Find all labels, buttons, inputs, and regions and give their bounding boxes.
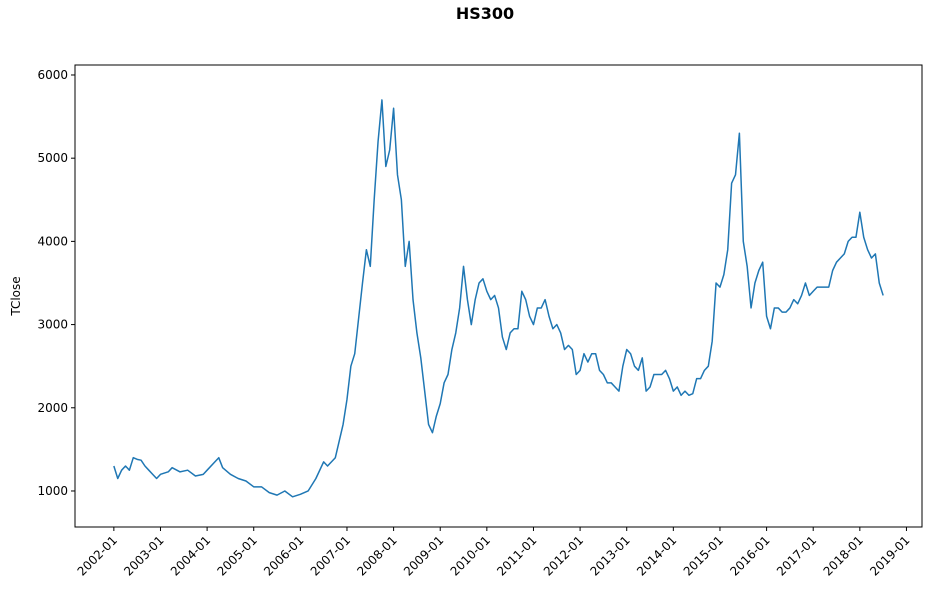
x-tick-label: 2014-01 [634,533,679,578]
x-tick-label: 2012-01 [541,533,586,578]
x-tick-label: 2002-01 [75,533,120,578]
y-axis-label: TClose [9,276,23,316]
x-tick-label: 2007-01 [308,533,353,578]
x-tick-label: 2006-01 [261,533,306,578]
y-tick-label: 1000 [37,484,68,498]
x-tick-label: 2015-01 [681,533,726,578]
x-tick-label: 2019-01 [867,533,912,578]
y-tick-label: 5000 [37,151,68,165]
x-tick-label: 2010-01 [448,533,493,578]
x-tick-label: 2005-01 [214,533,259,578]
price-line [113,99,884,498]
x-tick-label: 2017-01 [774,533,819,578]
x-tick-label: 2008-01 [354,533,399,578]
x-tick-label: 2016-01 [727,533,772,578]
x-tick-label: 2013-01 [587,533,632,578]
chart-title: HS300 [456,4,514,23]
x-tick-label: 2003-01 [121,533,166,578]
plot-frame [74,64,923,528]
y-tick-label: 3000 [37,318,68,332]
y-tick-label: 6000 [37,68,68,82]
x-tick-label: 2009-01 [401,533,446,578]
x-tick-label: 2018-01 [821,533,866,578]
y-tick-label: 2000 [37,401,68,415]
x-tick-label: 2004-01 [168,533,213,578]
y-tick-label: 4000 [37,234,68,248]
x-tick-label: 2011-01 [494,533,539,578]
